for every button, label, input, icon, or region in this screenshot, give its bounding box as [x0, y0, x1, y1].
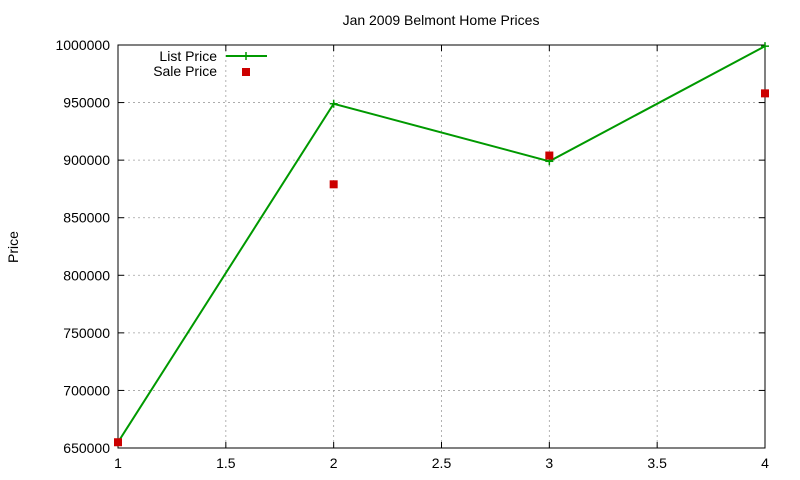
- x-tick-label: 2: [330, 455, 338, 471]
- x-tick-label: 1: [114, 455, 122, 471]
- sale-price-point: [329, 180, 338, 189]
- x-tick-label: 3.5: [647, 455, 667, 471]
- list-price-point: [329, 99, 338, 108]
- legend-marker-sale-price: [242, 68, 250, 76]
- list-price-line: [117, 45, 766, 443]
- list-price-point: [761, 42, 769, 51]
- x-tick-label: 4: [761, 455, 769, 471]
- y-tick-label: 850000: [63, 210, 110, 226]
- chart-title: Jan 2009 Belmont Home Prices: [343, 12, 540, 28]
- legend-label-sale-price: Sale Price: [153, 63, 217, 79]
- y-tick-label: 750000: [63, 325, 110, 341]
- y-tick-label: 800000: [63, 267, 110, 283]
- sale-price-point: [545, 151, 554, 160]
- x-tick-label: 2.5: [432, 455, 452, 471]
- sale-price-point: [114, 438, 122, 447]
- x-tick-label: 1.5: [216, 455, 236, 471]
- y-axis-label: Price: [5, 231, 21, 263]
- grid-layer: [118, 45, 765, 448]
- series-layer: [114, 42, 769, 447]
- legend-sample-list-price: [226, 52, 267, 60]
- x-tick-label: 3: [545, 455, 553, 471]
- y-tick-label: 650000: [63, 440, 110, 456]
- legend-sample-sale-price: [242, 68, 250, 76]
- y-tick-label: 700000: [63, 382, 110, 398]
- y-tick-label: 950000: [63, 95, 110, 111]
- y-tick-label: 1000000: [55, 37, 110, 53]
- legend-marker-list-price: [242, 52, 250, 60]
- legend: List Price Sale Price: [153, 48, 267, 79]
- sale-price-point: [761, 89, 769, 98]
- ticks-layer: 650000 700000 750000 800000 850000 900000 9500…: [55, 37, 769, 471]
- legend-label-list-price: List Price: [159, 48, 217, 64]
- y-tick-label: 900000: [63, 152, 110, 168]
